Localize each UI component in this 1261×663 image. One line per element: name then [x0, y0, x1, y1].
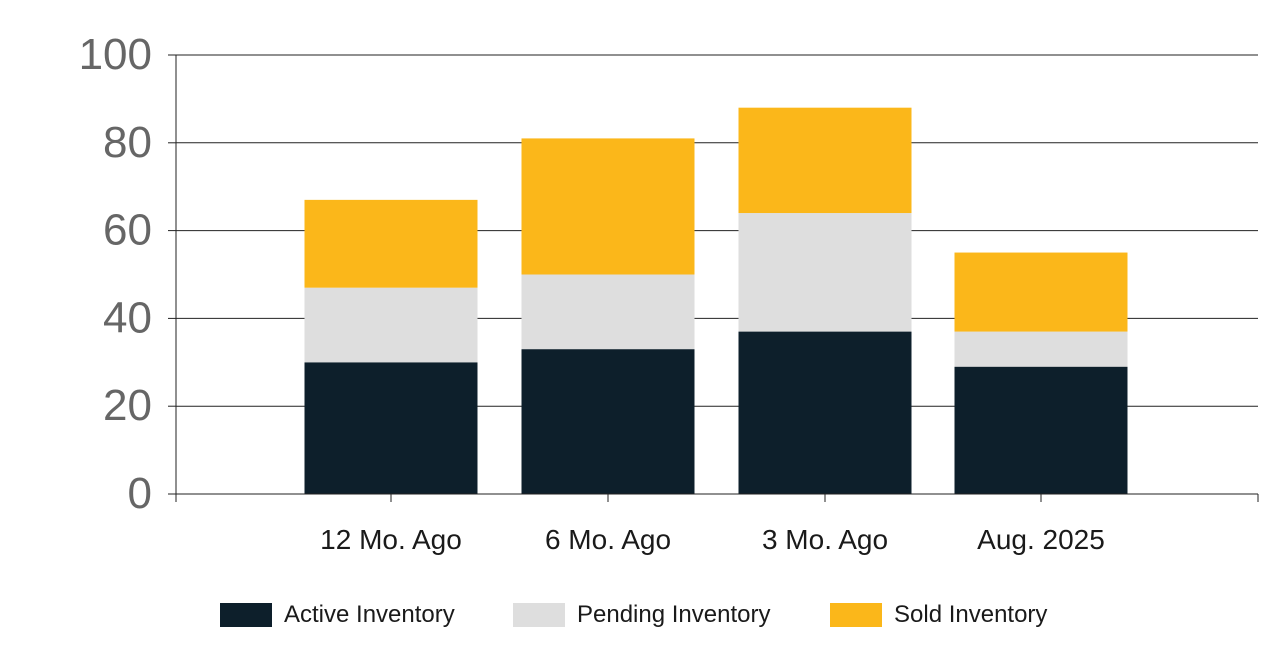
legend-item-pending-inventory: Pending Inventory [513, 598, 770, 632]
legend-label-sold-inventory: Sold Inventory [894, 601, 1048, 628]
x-tick-label-12-mo-ago: 12 Mo. Ago [320, 524, 462, 555]
bar-pending-inventory-12-mo-ago [304, 287, 478, 363]
x-tick-label-6-mo-ago: 6 Mo. Ago [545, 524, 671, 555]
bar-active-inventory-3-mo-ago [738, 331, 912, 494]
bar-active-inventory-12-mo-ago [304, 362, 478, 494]
y-tick-label-60: 60 [103, 206, 152, 255]
bar-sold-inventory-6-mo-ago [521, 138, 695, 275]
legend-swatch-sold-inventory [830, 603, 882, 627]
bar-sold-inventory-12-mo-ago [304, 199, 478, 288]
bar-pending-inventory-aug-2025 [954, 331, 1128, 367]
bar-active-inventory-aug-2025 [954, 366, 1128, 494]
y-tick-label-80: 80 [103, 118, 152, 167]
legend-label-pending-inventory: Pending Inventory [577, 601, 771, 628]
y-axis-ticks: 0 20 40 60 80 100 [79, 30, 176, 518]
bar-pending-inventory-3-mo-ago [738, 213, 912, 332]
legend-item-active-inventory: Active Inventory [220, 598, 455, 632]
x-axis-ticks: 12 Mo. Ago 6 Mo. Ago 3 Mo. Ago Aug. 2025 [175, 494, 1259, 555]
y-tick-label-20: 20 [103, 381, 152, 430]
y-tick-label-40: 40 [103, 293, 152, 342]
x-tick-label-3-mo-ago: 3 Mo. Ago [762, 524, 888, 555]
x-tick-label-aug-2025: Aug. 2025 [977, 524, 1105, 555]
legend: Active Inventory Pending Inventory Sold … [0, 598, 1261, 632]
bar-active-inventory-6-mo-ago [521, 349, 695, 494]
axes [175, 55, 1258, 495]
y-tick-label-100: 100 [79, 30, 152, 79]
legend-item-sold-inventory: Sold Inventory [830, 598, 1047, 632]
bar-series-group [304, 107, 1128, 494]
bar-sold-inventory-aug-2025 [954, 252, 1128, 332]
bar-sold-inventory-3-mo-ago [738, 107, 912, 214]
y-tick-label-0: 0 [128, 469, 152, 518]
legend-label-active-inventory: Active Inventory [284, 601, 455, 628]
legend-swatch-active-inventory [220, 603, 272, 627]
bar-pending-inventory-6-mo-ago [521, 274, 695, 350]
legend-swatch-pending-inventory [513, 603, 565, 627]
